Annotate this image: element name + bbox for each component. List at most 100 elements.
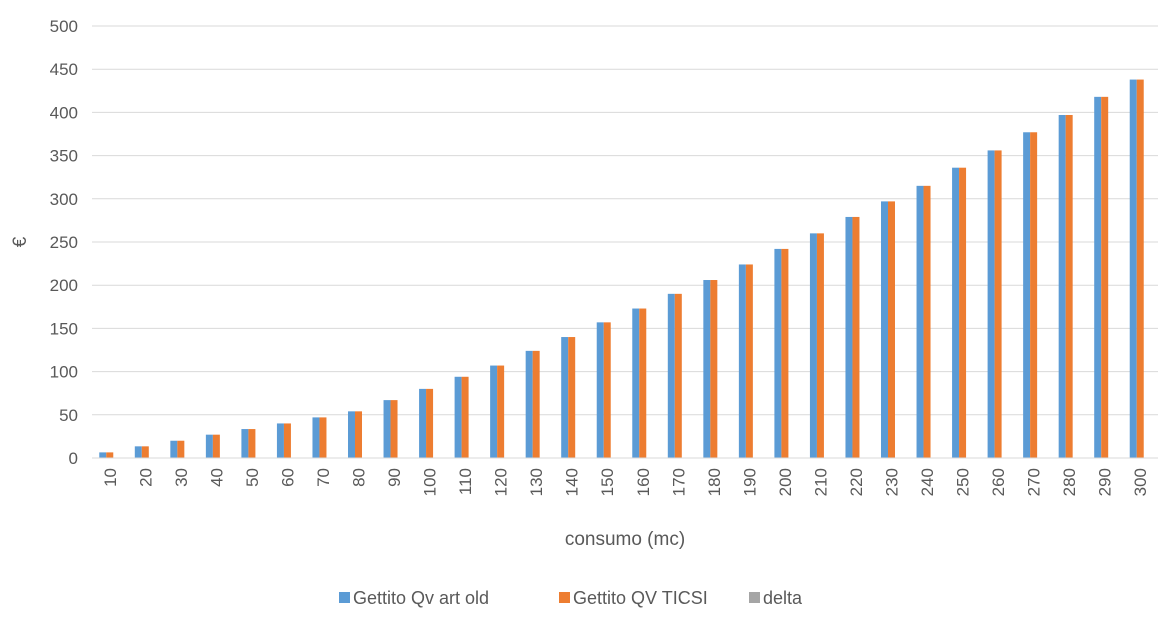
- bar-gettito-qv-art-old: [1094, 96, 1102, 459]
- bar-gettito-qv-art-old: [454, 376, 462, 458]
- bar-gettito-qv-art-old: [952, 167, 960, 459]
- bar-gettito-qv-ticsi: [283, 423, 291, 458]
- x-tick-label: 40: [207, 468, 226, 487]
- y-tick-label: 150: [50, 319, 78, 338]
- bar-gettito-qv-ticsi: [1101, 96, 1109, 459]
- x-tick-label: 250: [954, 468, 973, 496]
- x-tick-label: 60: [278, 468, 297, 487]
- bar-gettito-qv-ticsi: [639, 308, 647, 458]
- bar-gettito-qv-art-old: [632, 308, 640, 458]
- bar-gettito-qv-ticsi: [177, 440, 185, 458]
- bar-gettito-qv-ticsi: [532, 350, 540, 458]
- x-tick-label: 170: [669, 468, 688, 496]
- y-tick-label: 400: [50, 103, 78, 122]
- bar-gettito-qv-art-old: [987, 150, 995, 458]
- bar-gettito-qv-art-old: [1023, 132, 1031, 458]
- x-tick-label: 190: [740, 468, 759, 496]
- bar-gettito-qv-ticsi: [568, 337, 576, 458]
- x-tick-label: 180: [705, 468, 724, 496]
- bar-gettito-qv-art-old: [170, 440, 178, 458]
- legend-label-delta: delta: [763, 588, 803, 608]
- x-tick-label: 270: [1025, 468, 1044, 496]
- bar-gettito-qv-art-old: [525, 350, 533, 458]
- x-tick-label: 70: [314, 468, 333, 487]
- bar-gettito-qv-art-old: [1058, 114, 1066, 458]
- bar-gettito-qv-ticsi: [1065, 114, 1073, 458]
- x-tick-label: 200: [776, 468, 795, 496]
- bar-gettito-qv-art-old: [916, 185, 924, 458]
- x-tick-label: 30: [172, 468, 191, 487]
- x-tick-label: 120: [492, 468, 511, 496]
- bar-gettito-qv-ticsi: [497, 365, 505, 458]
- bar-gettito-qv-art-old: [383, 400, 391, 458]
- bar-gettito-qv-ticsi: [603, 322, 611, 458]
- y-tick-label: 200: [50, 276, 78, 295]
- bar-gettito-qv-ticsi: [816, 233, 824, 458]
- x-tick-label: 290: [1096, 468, 1115, 496]
- legend-label-gettito-qv-ticsi: Gettito QV TICSI: [573, 588, 708, 608]
- bar-gettito-qv-art-old: [241, 429, 249, 458]
- bars: [99, 79, 1144, 459]
- bar-gettito-qv-ticsi: [923, 185, 931, 458]
- bar-gettito-qv-ticsi: [212, 434, 220, 458]
- bar-gettito-qv-art-old: [419, 388, 427, 458]
- x-tick-label: 230: [883, 468, 902, 496]
- x-tick-label: 150: [598, 468, 617, 496]
- bar-gettito-qv-art-old: [312, 417, 320, 458]
- y-tick-label: 250: [50, 233, 78, 252]
- bar-gettito-qv-art-old: [667, 293, 675, 458]
- bar-gettito-qv-ticsi: [426, 388, 434, 458]
- bar-gettito-qv-art-old: [276, 423, 284, 458]
- x-tick-label: 80: [350, 468, 369, 487]
- bar-gettito-qv-ticsi: [1136, 79, 1144, 459]
- bar-gettito-qv-art-old: [738, 264, 746, 458]
- bar-gettito-qv-ticsi: [461, 376, 469, 458]
- x-tick-label: 220: [847, 468, 866, 496]
- x-tick-label: 20: [136, 468, 155, 487]
- bar-gettito-qv-ticsi: [106, 452, 114, 458]
- legend-swatch-gettito-qv-art-old: [339, 592, 350, 603]
- y-tick-label: 350: [50, 147, 78, 166]
- bar-gettito-qv-art-old: [774, 248, 782, 458]
- grid-lines: [92, 25, 1158, 416]
- bar-gettito-qv-art-old: [134, 446, 142, 458]
- bar-gettito-qv-ticsi: [852, 216, 860, 458]
- bar-gettito-qv-art-old: [703, 280, 711, 458]
- bar-gettito-qv-ticsi: [745, 264, 753, 458]
- bar-gettito-qv-art-old: [809, 233, 817, 458]
- x-tick-label: 300: [1131, 468, 1150, 496]
- legend-label-gettito-qv-art-old: Gettito Qv art old: [353, 588, 489, 608]
- bar-gettito-qv-ticsi: [994, 150, 1002, 458]
- x-tick-label: 130: [527, 468, 546, 496]
- bar-gettito-qv-ticsi: [710, 280, 718, 458]
- x-tick-label: 100: [421, 468, 440, 496]
- bar-gettito-qv-ticsi: [1030, 132, 1038, 458]
- bar-gettito-qv-ticsi: [674, 293, 682, 458]
- x-tick-label: 110: [456, 468, 475, 495]
- x-axis-title: consumo (mc): [565, 529, 685, 550]
- x-tick-label: 280: [1060, 468, 1079, 496]
- x-tick-label: 260: [989, 468, 1008, 496]
- bar-gettito-qv-ticsi: [959, 167, 967, 459]
- bar-gettito-qv-art-old: [561, 337, 569, 458]
- y-tick-label: 100: [50, 363, 78, 382]
- x-axis-ticks: 10 20 30 40 50 60 70 80 90 100 110 120 130 140 150 160 1…: [101, 468, 1150, 496]
- bar-gettito-qv-ticsi: [888, 201, 895, 458]
- bar-gettito-qv-art-old: [845, 216, 853, 458]
- y-tick-label: 300: [50, 190, 78, 209]
- x-tick-label: 160: [634, 468, 653, 496]
- bar-gettito-qv-ticsi: [248, 429, 256, 458]
- bar-gettito-qv-art-old: [490, 365, 498, 458]
- y-axis-title: €: [10, 236, 31, 247]
- bar-gettito-qv-ticsi: [781, 248, 789, 458]
- y-tick-label: 0: [69, 449, 78, 468]
- bar-gettito-qv-art-old: [99, 452, 107, 458]
- x-tick-label: 10: [101, 468, 120, 487]
- bar-gettito-qv-art-old: [205, 434, 213, 458]
- bar-gettito-qv-ticsi: [141, 446, 149, 458]
- bar-gettito-qv-art-old: [1129, 79, 1137, 459]
- x-tick-label: 240: [918, 468, 937, 496]
- legend: Gettito Qv art old Gettito QV TICSI delta: [339, 588, 803, 608]
- y-tick-label: 450: [50, 60, 78, 79]
